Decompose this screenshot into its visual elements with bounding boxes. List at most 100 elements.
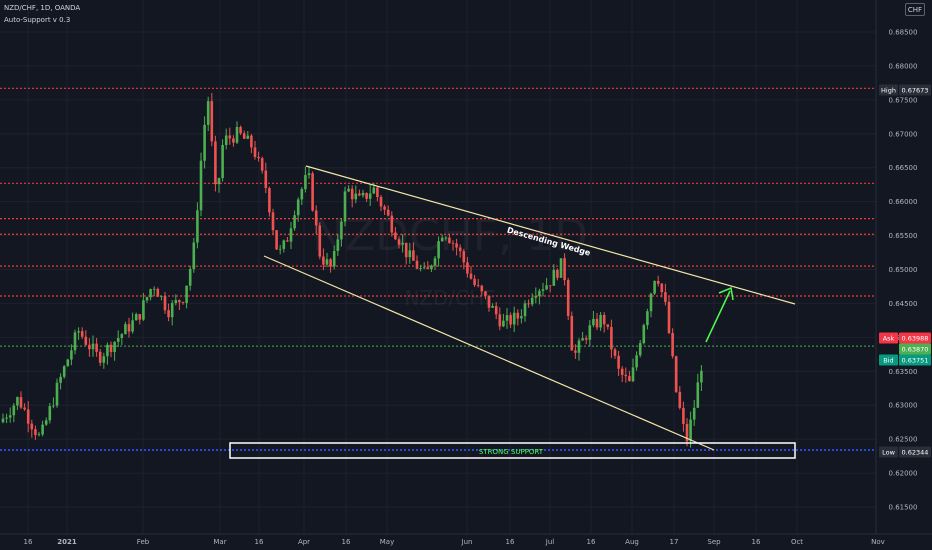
candle[interactable] — [131, 312, 134, 334]
candle[interactable] — [167, 303, 170, 322]
candle[interactable] — [635, 351, 638, 371]
candle[interactable] — [473, 274, 476, 288]
candle[interactable] — [556, 268, 559, 281]
candle[interactable] — [631, 358, 635, 383]
candle[interactable] — [19, 391, 23, 409]
candle[interactable] — [660, 283, 664, 298]
candle[interactable] — [120, 333, 124, 346]
candle[interactable] — [170, 300, 174, 326]
candle[interactable] — [350, 185, 354, 208]
strong-support-box[interactable] — [229, 442, 796, 459]
candle[interactable] — [145, 296, 149, 303]
candle[interactable] — [300, 187, 304, 205]
candle[interactable] — [268, 186, 271, 217]
candle[interactable] — [365, 192, 368, 202]
candle[interactable] — [106, 342, 109, 365]
symbol-title[interactable]: NZD/CHF, 1D, OANDA — [4, 4, 81, 12]
currency-button[interactable]: CHF — [905, 3, 925, 16]
candle[interactable] — [592, 310, 595, 328]
candle[interactable] — [559, 258, 563, 278]
candle[interactable] — [293, 210, 296, 231]
candle[interactable] — [271, 208, 275, 235]
candle[interactable] — [160, 295, 163, 301]
candle[interactable] — [541, 282, 545, 297]
candle[interactable] — [574, 344, 577, 359]
candle[interactable] — [307, 166, 311, 179]
candle[interactable] — [163, 291, 167, 314]
candle[interactable] — [188, 265, 192, 291]
candle[interactable] — [314, 205, 318, 234]
candle[interactable] — [1, 413, 5, 424]
candle[interactable] — [577, 337, 581, 361]
candle[interactable] — [404, 242, 408, 265]
candle[interactable] — [296, 197, 300, 222]
candle[interactable] — [595, 312, 599, 331]
candle[interactable] — [102, 352, 106, 369]
candle[interactable] — [520, 309, 523, 324]
candle[interactable] — [667, 296, 671, 335]
candle[interactable] — [70, 344, 73, 366]
candle[interactable] — [311, 171, 314, 212]
candle[interactable] — [653, 280, 656, 296]
candle[interactable] — [48, 403, 52, 424]
candle[interactable] — [509, 312, 512, 328]
candle[interactable] — [91, 335, 95, 357]
candle[interactable] — [415, 255, 419, 270]
candle[interactable] — [250, 133, 253, 154]
candle[interactable] — [109, 341, 113, 358]
candle[interactable] — [502, 313, 505, 328]
candle[interactable] — [523, 300, 527, 322]
candle[interactable] — [286, 237, 289, 242]
candle[interactable] — [88, 338, 91, 357]
candle[interactable] — [480, 284, 484, 296]
candle[interactable] — [343, 186, 347, 227]
candle[interactable] — [336, 234, 340, 256]
candle[interactable] — [34, 425, 37, 440]
candle[interactable] — [685, 418, 689, 447]
candle[interactable] — [433, 256, 437, 270]
candle[interactable] — [534, 287, 538, 304]
candle[interactable] — [696, 373, 700, 408]
candle[interactable] — [149, 288, 152, 301]
candle[interactable] — [16, 396, 19, 410]
candle[interactable] — [185, 285, 188, 309]
candle[interactable] — [552, 264, 556, 286]
candle[interactable] — [26, 401, 30, 433]
candle[interactable] — [37, 431, 41, 437]
candle[interactable] — [347, 185, 350, 193]
candle[interactable] — [246, 131, 250, 140]
candle[interactable] — [98, 348, 102, 366]
candle[interactable] — [322, 248, 325, 271]
candle[interactable] — [379, 194, 383, 212]
candle[interactable] — [203, 116, 206, 169]
candle[interactable] — [530, 293, 534, 307]
candle[interactable] — [570, 311, 574, 351]
candle[interactable] — [77, 327, 80, 340]
candle[interactable] — [563, 253, 566, 286]
candle[interactable] — [192, 237, 196, 273]
candle[interactable] — [646, 308, 649, 330]
candle[interactable] — [354, 185, 358, 204]
candle[interactable] — [206, 96, 210, 132]
candle[interactable] — [682, 401, 685, 432]
candle[interactable] — [196, 202, 199, 249]
candle[interactable] — [516, 309, 520, 326]
candle[interactable] — [80, 327, 84, 340]
candle[interactable] — [401, 234, 404, 253]
candle[interactable] — [458, 244, 462, 258]
candle[interactable] — [242, 130, 246, 139]
candle[interactable] — [127, 317, 131, 338]
candle[interactable] — [462, 248, 466, 270]
candle[interactable] — [638, 339, 642, 358]
candle[interactable] — [156, 287, 160, 297]
candle[interactable] — [689, 411, 692, 448]
candle[interactable] — [566, 277, 570, 321]
candle[interactable] — [422, 262, 426, 270]
candle[interactable] — [253, 140, 257, 160]
candle[interactable] — [325, 253, 329, 268]
candle[interactable] — [484, 290, 487, 300]
candle[interactable] — [394, 227, 397, 241]
candle[interactable] — [257, 151, 260, 162]
candle[interactable] — [124, 321, 127, 335]
